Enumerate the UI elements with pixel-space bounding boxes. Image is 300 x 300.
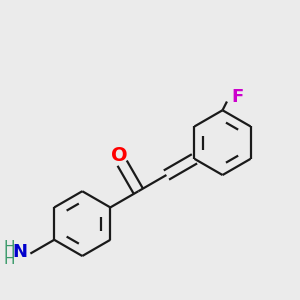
Text: H: H [3,240,15,255]
Text: N: N [13,243,28,261]
Text: O: O [111,146,128,165]
Text: F: F [231,88,243,106]
Text: H: H [3,252,15,267]
